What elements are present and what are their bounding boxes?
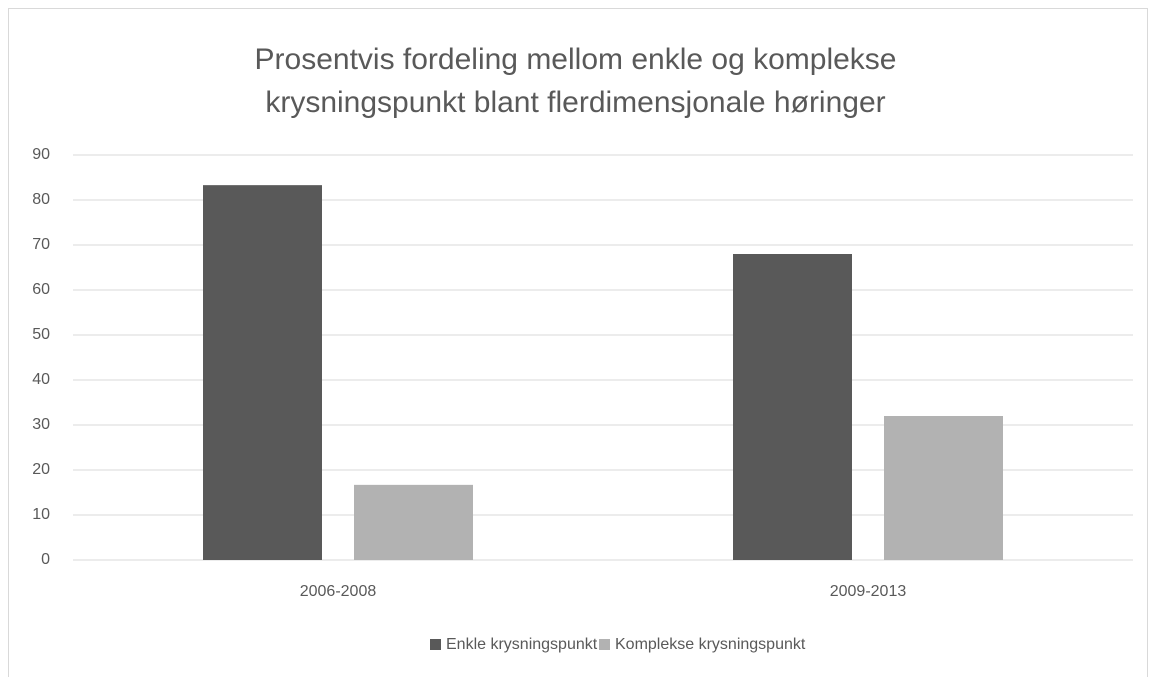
x-tick-label: 2006-2008 <box>300 583 377 600</box>
y-tick-label: 40 <box>32 371 50 388</box>
y-tick-label: 70 <box>32 236 50 253</box>
bar <box>203 185 322 560</box>
y-tick-label: 60 <box>32 281 50 298</box>
x-tick-label: 2009-2013 <box>830 583 907 600</box>
y-tick-label: 30 <box>32 416 50 433</box>
y-tick-label: 90 <box>32 146 50 163</box>
y-tick-label: 80 <box>32 191 50 208</box>
legend-swatch <box>599 639 610 650</box>
chart-title: Prosentvis fordeling mellom enkle og kom… <box>254 43 897 119</box>
chart-border <box>8 8 1148 677</box>
legend-label: Enkle krysningspunkt <box>446 636 598 653</box>
y-tick-label: 10 <box>32 506 50 523</box>
legend-swatch <box>430 639 441 650</box>
y-tick-label: 50 <box>32 326 50 343</box>
bar <box>354 484 473 560</box>
y-tick-label: 0 <box>41 551 50 568</box>
bar <box>884 416 1003 560</box>
legend-label: Komplekse krysningspunkt <box>615 636 806 653</box>
y-tick-label: 20 <box>32 461 50 478</box>
bar <box>733 254 852 560</box>
